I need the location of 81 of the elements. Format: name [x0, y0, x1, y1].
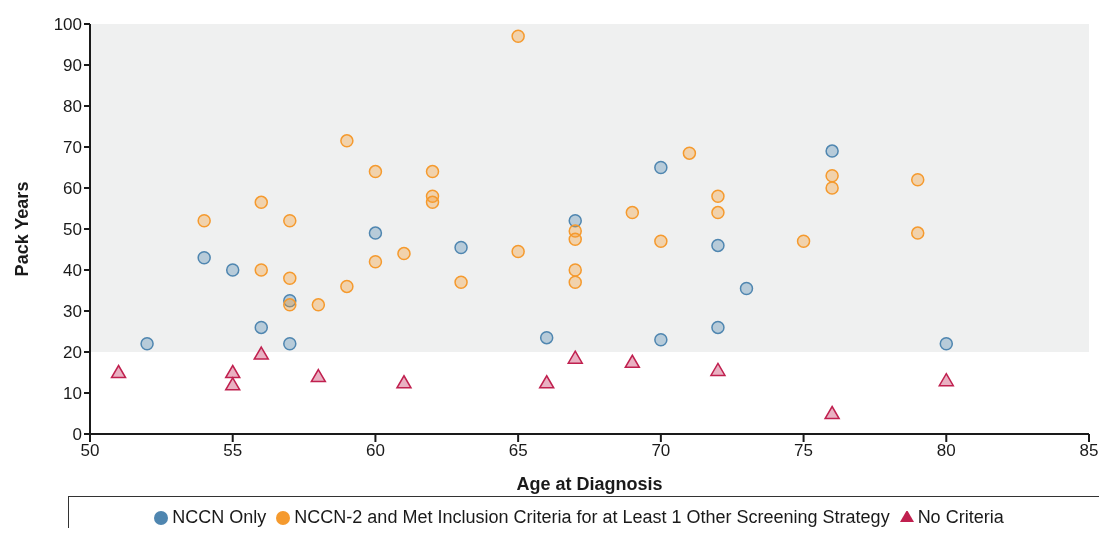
point — [938, 372, 955, 387]
point — [454, 240, 468, 255]
point — [939, 337, 954, 351]
point — [825, 168, 839, 183]
y-tick-label: 40 — [63, 261, 82, 281]
point — [311, 298, 326, 312]
point — [539, 330, 554, 345]
x-tick-label: 65 — [508, 441, 528, 461]
point — [197, 250, 211, 265]
point — [340, 134, 354, 148]
point — [511, 244, 525, 259]
y-tick-label: 50 — [63, 220, 82, 240]
point — [140, 337, 154, 351]
x-tick-label: 60 — [365, 441, 385, 461]
point — [340, 279, 354, 294]
point — [711, 205, 725, 220]
point — [253, 346, 270, 360]
point — [625, 205, 640, 220]
y-tick-label: 30 — [63, 302, 82, 322]
point — [825, 181, 839, 195]
point — [224, 364, 241, 379]
point — [283, 298, 297, 312]
x-tick-label: 55 — [223, 441, 243, 461]
point — [283, 271, 297, 285]
point — [910, 173, 925, 187]
point — [197, 214, 211, 228]
point — [225, 263, 240, 277]
point — [711, 320, 725, 335]
x-axis-title: Age at Diagnosis — [516, 474, 663, 494]
point — [511, 29, 525, 44]
point — [796, 234, 811, 249]
y-tick-label: 100 — [53, 15, 82, 35]
point — [624, 354, 641, 368]
y-tick-label: 10 — [63, 384, 82, 404]
point — [254, 320, 269, 335]
point — [568, 275, 582, 290]
point — [368, 255, 383, 269]
point — [368, 164, 383, 179]
point — [910, 226, 925, 240]
point — [254, 263, 269, 277]
x-tick-label: 75 — [794, 441, 814, 461]
point — [711, 238, 725, 253]
point — [710, 362, 726, 377]
point — [368, 226, 383, 240]
point — [654, 160, 668, 175]
point — [568, 232, 582, 246]
point — [654, 332, 668, 347]
point — [425, 195, 440, 210]
y-tick-label: 90 — [63, 56, 82, 76]
point — [739, 281, 754, 296]
y-tick-label: 60 — [63, 179, 82, 199]
point — [825, 144, 839, 158]
point — [682, 146, 697, 160]
y-tick-label: 70 — [63, 138, 82, 158]
x-tick-label: 50 — [80, 441, 100, 461]
legend-label: No Criteria — [917, 507, 1004, 527]
point — [283, 337, 297, 351]
point — [654, 234, 668, 249]
point — [310, 368, 327, 383]
point — [397, 246, 411, 261]
point — [224, 377, 241, 391]
point — [538, 375, 555, 389]
point — [425, 164, 440, 179]
point — [711, 189, 725, 203]
point — [254, 195, 269, 210]
point — [824, 405, 840, 420]
point — [568, 263, 582, 277]
y-tick-label: 0 — [72, 425, 82, 445]
legend-label: NCCN Only — [172, 507, 267, 527]
legend-label: NCCN-2 and Met Inclusion Criteria for at Least 1 Other Screening Strategy — [294, 507, 890, 527]
x-tick-label: 70 — [651, 441, 671, 461]
point — [396, 375, 412, 389]
x-tick-label: 85 — [1079, 441, 1099, 461]
y-tick-label: 20 — [63, 343, 82, 363]
point — [454, 275, 468, 290]
y-tick-label: 80 — [63, 97, 82, 117]
y-axis-title: Pack Years — [12, 181, 33, 277]
point — [283, 214, 297, 228]
point — [110, 364, 127, 379]
x-tick-label: 80 — [936, 441, 956, 461]
point — [567, 350, 583, 364]
